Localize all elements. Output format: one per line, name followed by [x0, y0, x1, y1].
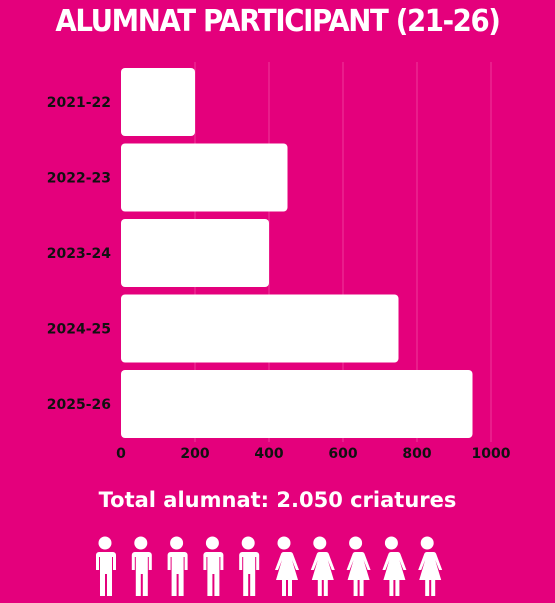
- boy-icon: [203, 536, 224, 596]
- x-tick-label: 1000: [472, 446, 511, 462]
- bar-2025-26: [121, 370, 473, 438]
- category-label: 2024-25: [47, 322, 111, 338]
- bar-2023-24: [121, 219, 269, 287]
- x-tick-label: 200: [180, 446, 209, 462]
- boy-icon: [131, 536, 152, 596]
- chart-title: ALUMNAT PARTICIPANT (21-26): [55, 4, 500, 39]
- x-tick-label: 800: [402, 446, 431, 462]
- total-students-label: Total alumnat: 2.050 criatures: [98, 488, 457, 512]
- girl-icon: [418, 536, 443, 596]
- girl-icon: [310, 536, 335, 596]
- girl-icon: [382, 536, 407, 596]
- category-label: 2021-22: [47, 95, 111, 111]
- boy-icon: [96, 536, 116, 596]
- x-tick-label: 0: [116, 446, 126, 462]
- bar-2022-23: [121, 143, 288, 212]
- x-tick-label: 400: [254, 446, 283, 462]
- bar-2021-22: [121, 68, 195, 136]
- boy-icon: [239, 536, 260, 596]
- x-tick-label: 600: [328, 446, 357, 462]
- girl-icon: [346, 536, 371, 596]
- children-icons-row: [96, 536, 443, 596]
- bar-2024-25: [121, 294, 399, 363]
- category-label: 2025-26: [47, 397, 111, 413]
- category-label: 2023-24: [47, 246, 112, 262]
- boy-icon: [167, 536, 188, 596]
- bar-chart: 2021-22 2022-23 2023-24 2024-25 2025-26 0 200 4…: [47, 62, 511, 462]
- girl-icon: [275, 536, 299, 596]
- category-label: 2022-23: [47, 171, 111, 187]
